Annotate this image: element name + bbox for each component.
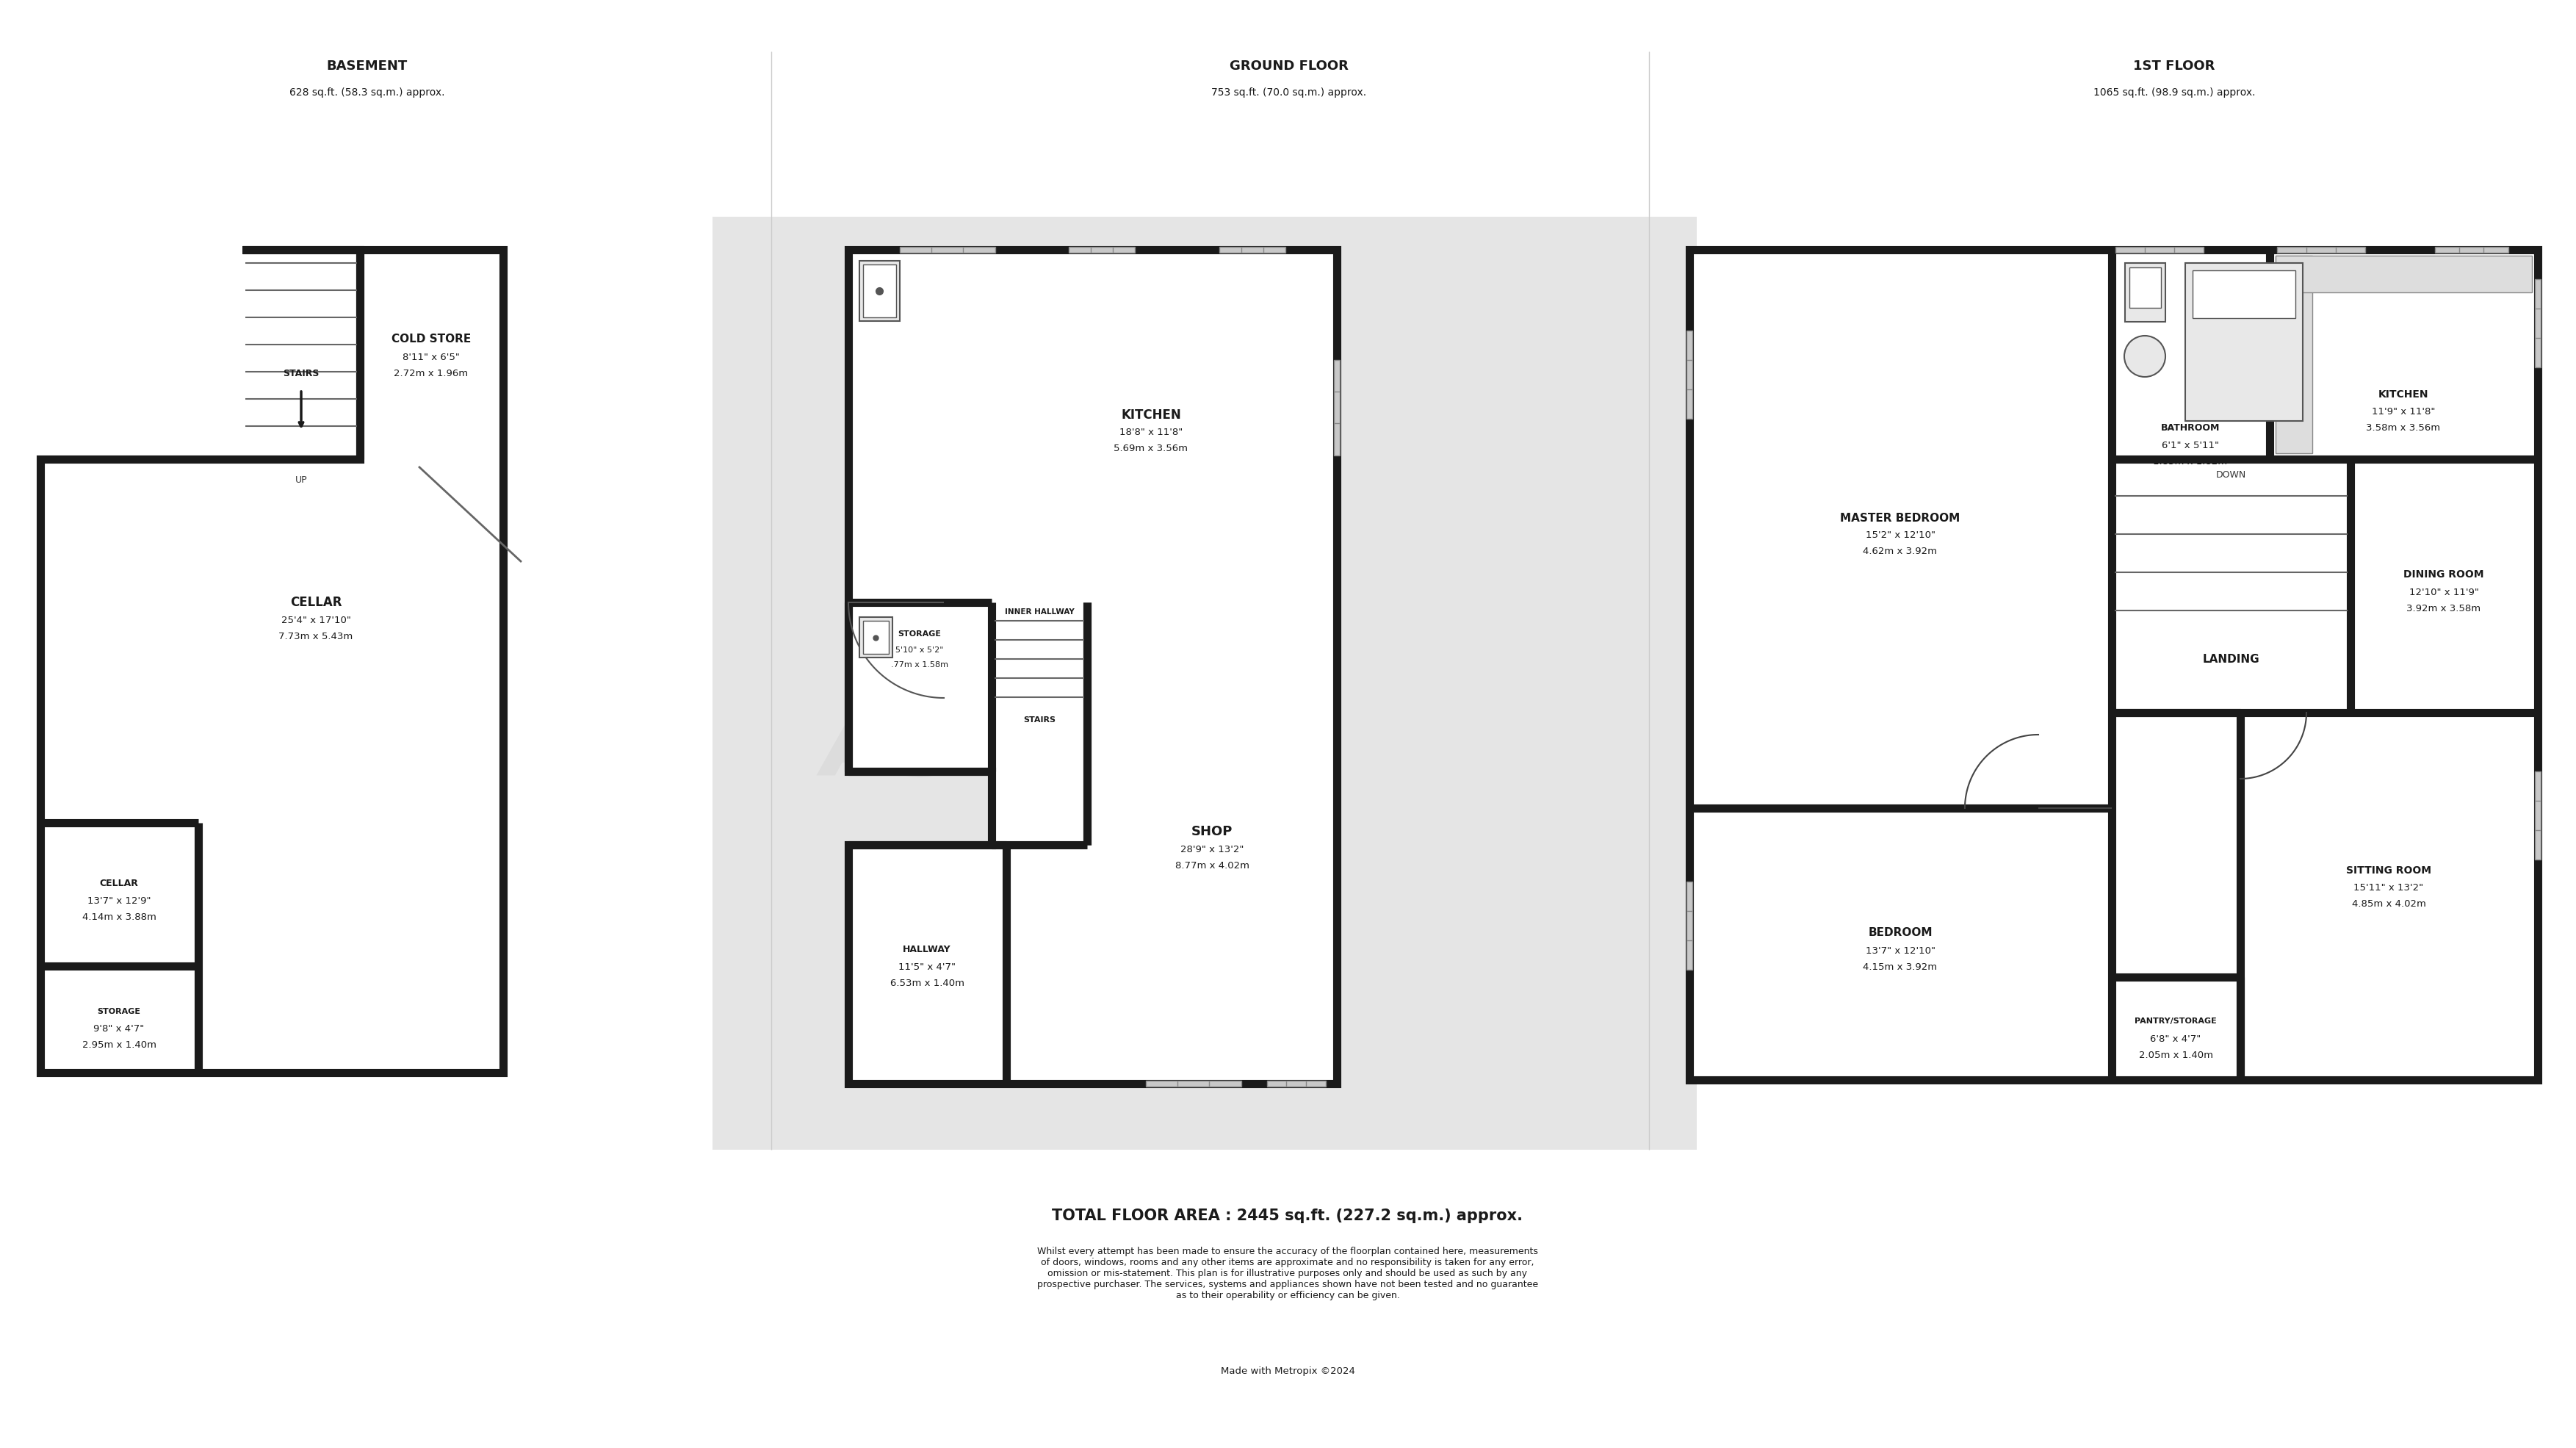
Text: 4.62m x 3.92m: 4.62m x 3.92m xyxy=(1862,547,1937,556)
Text: 13'7" x 12'9": 13'7" x 12'9" xyxy=(88,896,152,905)
Text: STAIRS: STAIRS xyxy=(1023,717,1056,724)
Text: SITTING ROOM: SITTING ROOM xyxy=(2347,866,2432,876)
Text: 5.69m x 3.56m: 5.69m x 3.56m xyxy=(1113,445,1188,453)
Bar xyxy=(2535,772,2540,860)
Text: Made with Metropix ©2024: Made with Metropix ©2024 xyxy=(1221,1367,1355,1376)
Text: MASTER BEDROOM: MASTER BEDROOM xyxy=(1839,513,1960,523)
Text: 2.72m x 1.96m: 2.72m x 1.96m xyxy=(394,368,469,378)
Bar xyxy=(1687,330,1692,418)
Text: HALLWAY: HALLWAY xyxy=(902,944,951,954)
Text: INNER HALLWAY: INNER HALLWAY xyxy=(1005,608,1074,615)
Text: 15'2" x 12'10": 15'2" x 12'10" xyxy=(1865,531,1935,540)
Text: DOWN: DOWN xyxy=(2215,471,2246,481)
Text: 628 sq.ft. (58.3 sq.m.) approx.: 628 sq.ft. (58.3 sq.m.) approx. xyxy=(289,87,446,97)
Text: 8.77m x 4.02m: 8.77m x 4.02m xyxy=(1175,860,1249,870)
Text: 8'11" x 6'5": 8'11" x 6'5" xyxy=(402,352,459,362)
Text: 15'11" x 13'2": 15'11" x 13'2" xyxy=(2354,883,2424,893)
Text: 6'1" x 5'11": 6'1" x 5'11" xyxy=(2161,440,2218,450)
Polygon shape xyxy=(1690,251,2537,1080)
Text: 6.53m x 1.40m: 6.53m x 1.40m xyxy=(889,979,963,988)
Bar xyxy=(2275,256,2313,453)
Text: 4.15m x 3.92m: 4.15m x 3.92m xyxy=(1862,961,1937,972)
Text: 25'4" x 17'10": 25'4" x 17'10" xyxy=(281,615,350,626)
Bar xyxy=(714,217,1698,1150)
Bar xyxy=(2277,246,2365,253)
Text: 13'7" x 12'10": 13'7" x 12'10" xyxy=(1865,946,1935,956)
Text: Whilst every attempt has been made to ensure the accuracy of the floorplan conta: Whilst every attempt has been made to en… xyxy=(1038,1247,1538,1300)
Text: Ashtons: Ashtons xyxy=(822,702,1265,796)
Text: UP: UP xyxy=(296,475,307,485)
Bar xyxy=(1687,882,1692,970)
Text: 3.92m x 3.58m: 3.92m x 3.58m xyxy=(2406,604,2481,613)
Text: 3.58m x 3.56m: 3.58m x 3.56m xyxy=(2367,423,2439,433)
Text: 753 sq.ft. (70.0 sq.m.) approx.: 753 sq.ft. (70.0 sq.m.) approx. xyxy=(1211,87,1368,97)
Bar xyxy=(2434,246,2509,253)
Text: TOTAL FLOOR AREA : 2445 sq.ft. (227.2 sq.m.) approx.: TOTAL FLOOR AREA : 2445 sq.ft. (227.2 sq… xyxy=(1051,1209,1522,1224)
Text: 9'8" x 4'7": 9'8" x 4'7" xyxy=(93,1025,144,1034)
Bar xyxy=(2115,246,2202,253)
Text: 1.85m x 1.82m: 1.85m x 1.82m xyxy=(2154,456,2228,466)
Text: DINING ROOM: DINING ROOM xyxy=(2403,569,2483,579)
Text: CELLAR: CELLAR xyxy=(291,595,343,610)
Bar xyxy=(860,261,899,321)
Text: 11'5" x 4'7": 11'5" x 4'7" xyxy=(899,961,956,972)
Bar xyxy=(863,265,896,317)
Text: STORAGE: STORAGE xyxy=(899,630,940,637)
Bar xyxy=(860,617,891,657)
Bar xyxy=(2130,268,2161,308)
Text: 4.14m x 3.88m: 4.14m x 3.88m xyxy=(82,912,157,921)
Text: 28'9" x 13'2": 28'9" x 13'2" xyxy=(1180,844,1244,854)
Text: CELLAR: CELLAR xyxy=(100,879,139,888)
Text: BASEMENT: BASEMENT xyxy=(327,59,407,72)
Bar xyxy=(863,621,889,654)
Bar xyxy=(1146,1080,1242,1086)
Bar xyxy=(899,246,994,253)
Bar xyxy=(2184,264,2303,421)
Text: 5'10" x 5'2": 5'10" x 5'2" xyxy=(896,646,943,654)
Text: BATHROOM: BATHROOM xyxy=(2161,423,2221,433)
Polygon shape xyxy=(41,251,502,1073)
Circle shape xyxy=(2125,336,2166,376)
Text: STAIRS: STAIRS xyxy=(283,369,319,378)
Text: GROUND FLOOR: GROUND FLOOR xyxy=(1229,59,1350,72)
Bar xyxy=(2275,256,2532,292)
Bar xyxy=(1069,246,1136,253)
Text: COLD STORE: COLD STORE xyxy=(392,334,471,345)
Text: 1ST FLOOR: 1ST FLOOR xyxy=(2133,59,2215,72)
Bar xyxy=(1267,1080,1327,1086)
Text: 6'8" x 4'7": 6'8" x 4'7" xyxy=(2151,1034,2200,1044)
Text: 4.85m x 4.02m: 4.85m x 4.02m xyxy=(2352,899,2427,909)
Text: 11'9" x 11'8": 11'9" x 11'8" xyxy=(2372,407,2434,417)
Bar xyxy=(2125,264,2166,321)
Bar xyxy=(1334,361,1340,456)
Text: .77m x 1.58m: .77m x 1.58m xyxy=(891,662,948,669)
Text: 12'10" x 11'9": 12'10" x 11'9" xyxy=(2409,588,2478,597)
Text: 7.73m x 5.43m: 7.73m x 5.43m xyxy=(278,631,353,641)
Text: KITCHEN: KITCHEN xyxy=(2378,390,2429,400)
Text: LANDING: LANDING xyxy=(2202,653,2259,665)
Text: SHOP: SHOP xyxy=(1190,825,1234,838)
Text: KITCHEN: KITCHEN xyxy=(1121,408,1180,421)
Text: STORAGE: STORAGE xyxy=(98,1008,142,1015)
Text: BEDROOM: BEDROOM xyxy=(1868,928,1932,938)
Bar xyxy=(2192,271,2295,319)
Polygon shape xyxy=(848,251,1337,1083)
Text: 2.05m x 1.40m: 2.05m x 1.40m xyxy=(2138,1050,2213,1060)
Text: 18'8" x 11'8": 18'8" x 11'8" xyxy=(1121,429,1182,437)
Bar xyxy=(2535,279,2540,368)
Text: 2.95m x 1.40m: 2.95m x 1.40m xyxy=(82,1041,157,1050)
Text: PANTRY/STORAGE: PANTRY/STORAGE xyxy=(2136,1018,2218,1025)
Text: 1065 sq.ft. (98.9 sq.m.) approx.: 1065 sq.ft. (98.9 sq.m.) approx. xyxy=(2094,87,2254,97)
Bar xyxy=(1218,246,1285,253)
